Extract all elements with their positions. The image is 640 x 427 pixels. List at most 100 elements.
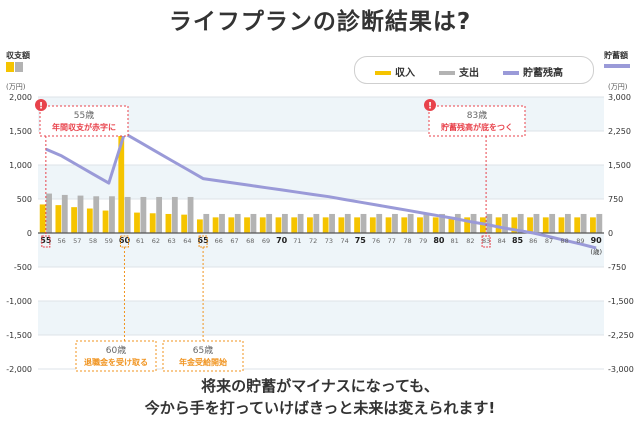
left-y-tick-label: -2,000 xyxy=(6,365,32,374)
x-tick-label: 70 xyxy=(276,236,288,245)
annotation-55-alert-icon-glyph: ! xyxy=(39,102,43,112)
income-bar xyxy=(542,217,549,233)
left-axis-income-swatch xyxy=(6,62,14,72)
grid-band xyxy=(38,301,604,335)
income-bar xyxy=(196,219,203,233)
income-bar xyxy=(259,217,266,233)
expense-bar xyxy=(46,193,52,233)
expense-bar xyxy=(266,213,273,233)
expense-bar xyxy=(533,213,540,233)
expense-bar xyxy=(187,196,194,233)
x-tick-label: 63 xyxy=(167,237,175,245)
x-tick-label: 64 xyxy=(183,237,191,245)
left-axis-expense-swatch xyxy=(15,62,23,72)
annotation-60-tick-marker xyxy=(119,235,129,248)
income-bar xyxy=(511,217,518,233)
annotation-65-age: 65歳 xyxy=(193,344,213,356)
left-y-tick-label: -500 xyxy=(14,263,32,272)
expense-bar xyxy=(376,213,383,233)
expense-bar xyxy=(392,213,398,233)
expense-bar xyxy=(171,196,178,233)
income-bar xyxy=(55,205,62,233)
income-bar xyxy=(590,217,596,233)
expense-bar xyxy=(439,213,446,233)
x-tick-label: 88 xyxy=(561,237,569,245)
annotation-60-box xyxy=(75,340,157,372)
right-y-tick-label: -2,250 xyxy=(608,331,634,340)
x-tick-label: 85 xyxy=(512,236,524,245)
x-tick-label: 69 xyxy=(262,237,270,245)
income-bar xyxy=(149,213,156,233)
income-bar xyxy=(228,217,235,233)
x-tick-label: 90 xyxy=(591,236,603,245)
income-bar xyxy=(102,210,109,233)
legend-income-swatch xyxy=(375,71,391,75)
expense-bar xyxy=(219,213,225,233)
x-tick-label: 75 xyxy=(355,236,367,245)
left-y-tick-label: 1,500 xyxy=(9,127,32,136)
income-bar xyxy=(291,217,298,233)
x-tick-label: 71 xyxy=(293,237,301,245)
annotation-83-box xyxy=(428,105,526,137)
left-y-tick-label: 500 xyxy=(17,195,32,204)
right-y-tick-label: -750 xyxy=(608,263,626,272)
expense-bar xyxy=(140,196,147,233)
left-axis-unit: (万円) xyxy=(6,83,26,91)
expense-bar xyxy=(580,213,587,233)
x-tick-label: 72 xyxy=(309,237,317,245)
income-bar xyxy=(385,217,392,233)
right-axis-title: 貯蓄額 xyxy=(604,51,628,60)
x-tick-label: 78 xyxy=(403,237,411,245)
x-tick-label: 66 xyxy=(215,237,223,245)
legend-expense-swatch xyxy=(439,71,455,75)
expense-bar xyxy=(407,213,414,233)
annotation-55-age: 55歳 xyxy=(74,109,94,121)
right-y-tick-label: 750 xyxy=(608,195,623,204)
x-tick-label: 89 xyxy=(576,237,584,245)
x-axis-unit: (歳) xyxy=(590,247,602,256)
x-tick-label: 67 xyxy=(230,237,238,245)
expense-bar xyxy=(564,213,571,233)
expense-bar xyxy=(360,213,367,233)
expense-bar xyxy=(502,213,508,233)
income-bar xyxy=(527,217,533,233)
expense-bar xyxy=(156,196,163,233)
annotation-83-age: 83歳 xyxy=(467,109,487,121)
chart-legend: 収入 支出 貯蓄残高 xyxy=(354,56,594,84)
income-bar xyxy=(495,217,502,233)
annotation-83-tick-marker xyxy=(481,235,491,248)
right-y-tick-label: -1,500 xyxy=(608,297,634,306)
right-y-tick-label: -3,000 xyxy=(608,365,634,374)
subtitle-line-1: 将来の貯蓄がマイナスになっても、 xyxy=(201,377,439,395)
expense-bar xyxy=(549,213,556,233)
x-tick-label: 82 xyxy=(466,237,474,245)
income-bar xyxy=(432,217,439,233)
left-y-tick-label: 1,000 xyxy=(9,161,32,170)
x-tick-label: 73 xyxy=(325,237,333,245)
income-bar xyxy=(322,217,329,233)
x-tick-label: 74 xyxy=(340,237,348,245)
income-bar xyxy=(369,217,376,233)
right-y-tick-label: 0 xyxy=(608,229,613,238)
income-bar xyxy=(338,217,345,233)
expense-bar xyxy=(329,213,335,233)
income-bar xyxy=(448,217,455,233)
legend-expense-label: 支出 xyxy=(459,68,479,79)
annotation-65-box xyxy=(162,340,244,372)
expense-bar xyxy=(281,213,288,233)
right-axis-savings-swatch xyxy=(604,64,630,68)
income-bar xyxy=(417,217,423,233)
x-tick-label: 58 xyxy=(89,237,97,245)
income-bar xyxy=(401,217,408,233)
x-tick-label: 57 xyxy=(73,237,81,245)
income-bar xyxy=(307,217,313,233)
legend-savings-swatch xyxy=(503,71,519,75)
page-title: ライフプランの診断結果は? xyxy=(168,9,472,35)
legend-income-label: 収入 xyxy=(395,68,415,79)
x-tick-label: 76 xyxy=(372,237,380,245)
x-tick-label: 61 xyxy=(136,237,144,245)
expense-bar xyxy=(454,213,461,233)
income-bar xyxy=(86,208,93,233)
x-tick-label: 60 xyxy=(119,236,131,245)
subtitle: 将来の貯蓄がマイナスになっても、 今から手を打っていけばきっと未来は変えられます… xyxy=(0,375,640,419)
